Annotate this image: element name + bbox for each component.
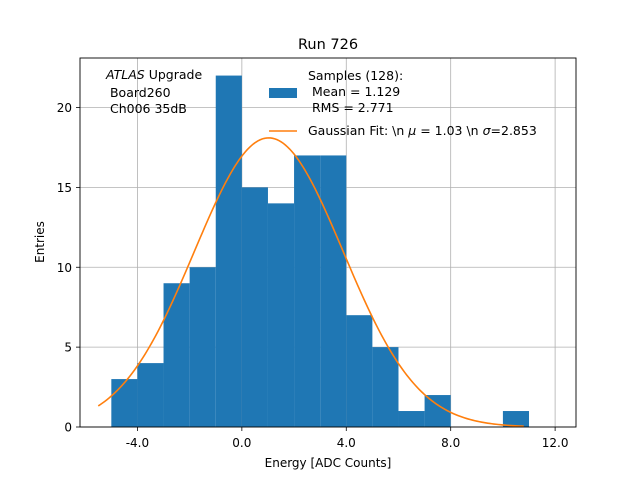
annotation-line-2: Board260 <box>106 85 171 100</box>
legend: Samples (128): Mean = 1.129 RMS = 2.771 … <box>269 68 537 138</box>
histogram-bar <box>502 411 530 427</box>
legend-fit-label: Gaussian Fit: \n μ = 1.03 \n σ=2.853 <box>308 123 537 138</box>
y-axis-label: Entries <box>33 221 47 263</box>
gaussian-fit <box>97 137 524 427</box>
legend-fit-prefix: Gaussian Fit: \n <box>308 123 408 138</box>
chart-title: Run 726 <box>298 37 358 53</box>
histogram-bars <box>111 75 530 428</box>
legend-fit-middle: = 1.03 \n <box>416 123 482 138</box>
x-tick-label: -4.0 <box>126 436 149 450</box>
histogram-bar <box>163 283 190 427</box>
legend-fit-suffix: =2.853 <box>491 123 537 138</box>
y-tick-label: 5 <box>64 341 72 355</box>
atlas-annotation: ATLAS Upgrade Board260 Ch006 35dB <box>105 67 202 116</box>
x-tick-label: 0.0 <box>232 436 251 450</box>
legend-hist-line-3: RMS = 2.771 <box>308 100 394 115</box>
histogram-bar <box>372 347 399 427</box>
x-tick-label: 8.0 <box>441 436 460 450</box>
annotation-line-3: Ch006 35dB <box>106 101 187 116</box>
y-axis-ticks: 0 5 10 15 20 <box>57 101 80 435</box>
y-tick-label: 10 <box>57 261 72 275</box>
x-axis-label: Energy [ADC Counts] <box>265 456 392 470</box>
y-tick-label: 20 <box>57 101 72 115</box>
fit-curve <box>97 137 524 427</box>
annotation-line-1: ATLAS Upgrade <box>105 67 202 82</box>
histogram-bar <box>137 363 164 427</box>
legend-hist-swatch <box>269 88 297 98</box>
histogram-bar <box>241 187 268 427</box>
x-tick-label: 4.0 <box>337 436 356 450</box>
histogram-bar <box>111 379 138 427</box>
histogram-bar <box>294 155 321 427</box>
legend-hist-line-2: Mean = 1.129 <box>308 84 400 99</box>
histogram-bar <box>189 267 216 427</box>
annotation-first-rest: Upgrade <box>145 67 203 82</box>
y-tick-label: 0 <box>64 421 72 435</box>
legend-fit-sigma: σ <box>483 123 492 138</box>
annotation-italic: ATLAS <box>105 67 145 82</box>
histogram-bar <box>215 75 242 428</box>
y-tick-label: 15 <box>57 181 72 195</box>
x-axis-ticks: -4.0 0.0 4.0 8.0 12.0 <box>126 427 569 450</box>
legend-hist-line-1: Samples (128): <box>308 68 403 83</box>
histogram-bar <box>346 315 373 427</box>
histogram-bar <box>320 155 347 427</box>
histogram-bar <box>267 203 295 427</box>
plot-frame <box>79 57 577 428</box>
histogram-bar <box>398 411 425 427</box>
legend-fit-mu: μ <box>407 123 416 138</box>
x-tick-label: 12.0 <box>542 436 569 450</box>
